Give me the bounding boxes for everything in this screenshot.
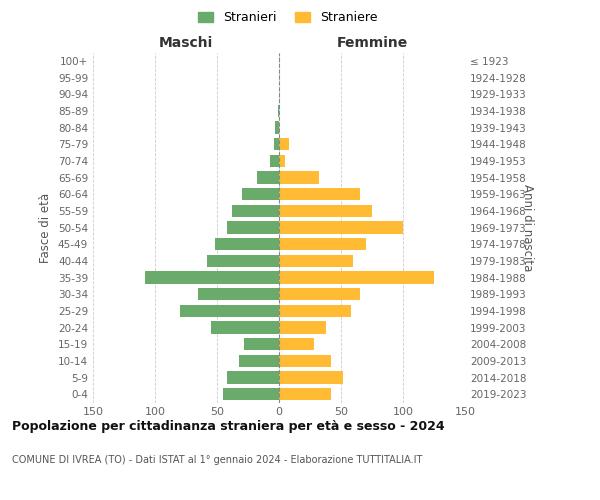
Y-axis label: Anni di nascita: Anni di nascita <box>521 184 533 271</box>
Bar <box>279 304 351 317</box>
Bar <box>257 172 279 184</box>
Bar <box>275 122 279 134</box>
Bar <box>279 288 359 300</box>
Bar <box>279 138 289 150</box>
Bar <box>215 238 279 250</box>
Text: Popolazione per cittadinanza straniera per età e sesso - 2024: Popolazione per cittadinanza straniera p… <box>12 420 445 433</box>
Bar <box>145 271 279 284</box>
Bar <box>279 154 285 167</box>
Bar <box>239 354 279 367</box>
Bar <box>271 154 279 167</box>
Text: Femmine: Femmine <box>337 36 407 50</box>
Bar <box>279 172 319 184</box>
Bar <box>207 254 279 267</box>
Text: Maschi: Maschi <box>159 36 213 50</box>
Bar <box>227 221 279 234</box>
Bar <box>223 388 279 400</box>
Bar <box>244 338 279 350</box>
Bar <box>279 204 372 217</box>
Bar <box>278 104 279 117</box>
Bar <box>279 371 343 384</box>
Bar <box>279 254 353 267</box>
Bar <box>279 238 366 250</box>
Bar <box>180 304 279 317</box>
Bar <box>279 322 326 334</box>
Bar <box>274 138 279 150</box>
Bar <box>279 338 314 350</box>
Bar <box>279 188 359 200</box>
Bar <box>242 188 279 200</box>
Bar <box>279 221 403 234</box>
Bar <box>211 322 279 334</box>
Bar <box>279 271 434 284</box>
Legend: Stranieri, Straniere: Stranieri, Straniere <box>193 6 383 29</box>
Bar <box>199 288 279 300</box>
Text: COMUNE DI IVREA (TO) - Dati ISTAT al 1° gennaio 2024 - Elaborazione TUTTITALIA.I: COMUNE DI IVREA (TO) - Dati ISTAT al 1° … <box>12 455 422 465</box>
Bar <box>227 371 279 384</box>
Y-axis label: Fasce di età: Fasce di età <box>40 192 52 262</box>
Bar <box>232 204 279 217</box>
Bar <box>279 388 331 400</box>
Bar <box>279 354 331 367</box>
